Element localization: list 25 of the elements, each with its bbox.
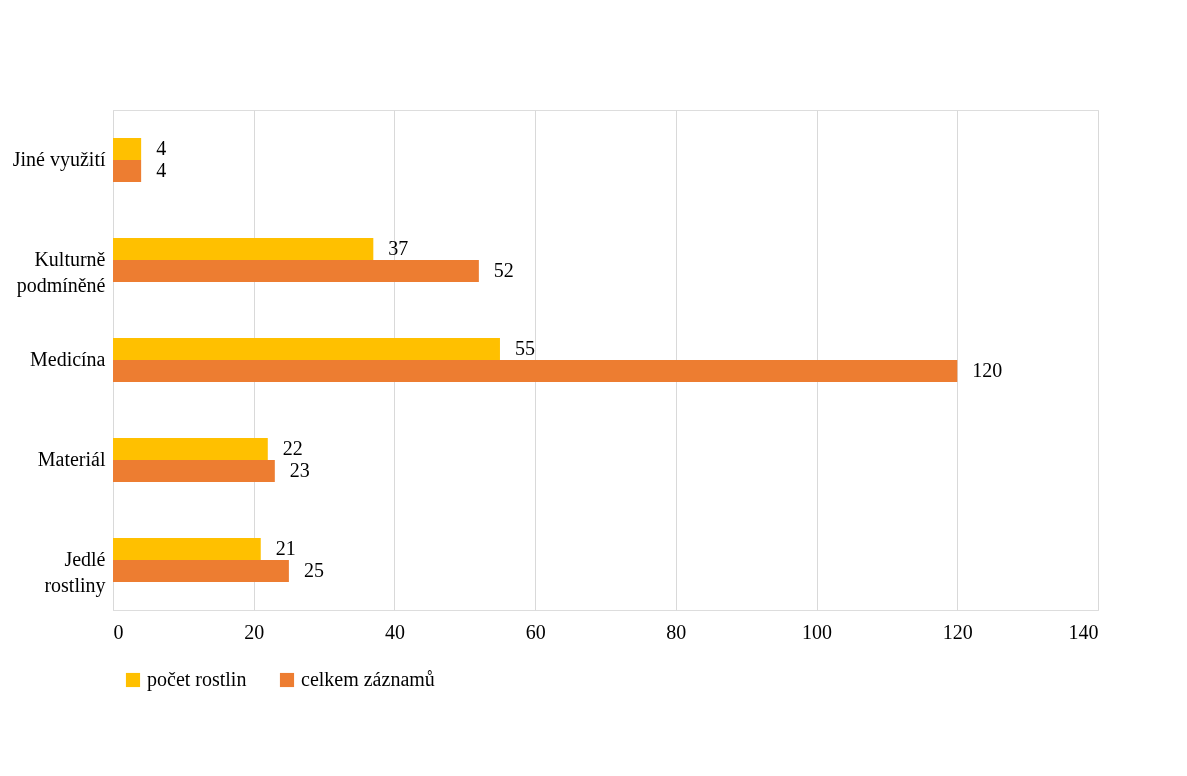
data-label: 21 xyxy=(275,537,296,559)
data-label: 23 xyxy=(289,459,310,481)
x-tick-label: 0 xyxy=(113,620,124,643)
y-tick-label: Medicína xyxy=(29,348,106,370)
x-tick-label: 100 xyxy=(802,620,833,643)
data-label: 55 xyxy=(514,337,535,359)
x-tick-label: 120 xyxy=(942,620,973,643)
data-label: 37 xyxy=(388,237,409,259)
data-label: 120 xyxy=(972,359,1003,381)
y-tick-label: Materiál xyxy=(37,448,106,470)
x-tick-label: 40 xyxy=(384,620,405,643)
data-label: 25 xyxy=(303,559,324,581)
x-tick-label: 20 xyxy=(244,620,265,643)
y-tick-label: Kulturně podmíněné xyxy=(16,248,106,297)
data-label: 22 xyxy=(282,437,303,459)
y-tick-label: Jedlé rostliny xyxy=(44,548,106,597)
x-tick-label: 80 xyxy=(666,620,687,643)
data-label: 4 xyxy=(156,137,167,159)
data-label: 4 xyxy=(156,159,167,181)
x-tick-label: 60 xyxy=(525,620,546,643)
legend-label: celkem záznamů xyxy=(301,668,435,690)
data-label: 52 xyxy=(493,259,514,281)
legend-label: počet rostlin xyxy=(147,668,247,691)
x-tick-label: 140 xyxy=(1068,620,1099,643)
y-tick-label: Jiné využití xyxy=(12,148,106,171)
